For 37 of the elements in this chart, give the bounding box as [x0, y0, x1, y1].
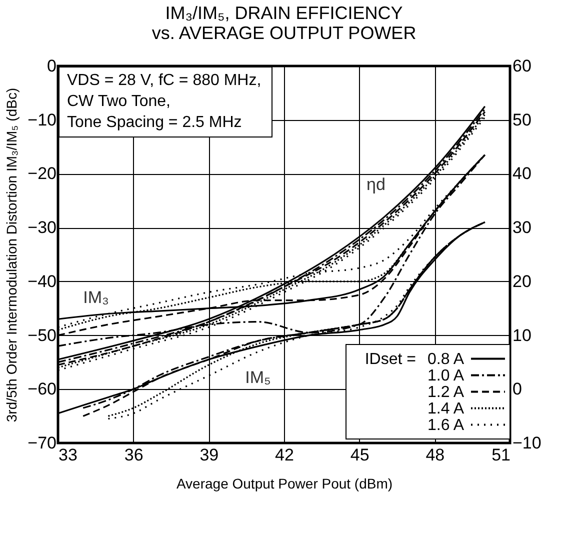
x-tick-label: 48 [426, 446, 445, 464]
text: IM₃/IM₅, DRAIN EFFICIENCY [165, 3, 403, 23]
y-axis-title: 3rd/5th Order Intermodulation Distortion IM₃/IM₅ (dBc) [4, 88, 20, 422]
y2-tick-label: 40 [512, 164, 532, 184]
legend-label: 1.2 A [428, 384, 464, 401]
legend-label: 1.4 A [428, 400, 464, 418]
x-axis-title: Average Output Power Pout (dBm) [176, 476, 393, 492]
x-tick-label: 51 [492, 446, 510, 464]
legend-label: 0.8 A [428, 350, 464, 368]
y-tick-label: 0 [47, 56, 56, 76]
y2-tick-label: 0 [512, 380, 522, 399]
annotation: VDS = 28 V, fC = 880 MHz, CW Two Tone, Tone Spacing = 2.5 MHz [67, 72, 262, 131]
text: vs. AVERAGE OUTPUT POWER [152, 23, 416, 43]
x-tick-label: 45 [350, 446, 370, 464]
y-tick-label: −30 [28, 218, 56, 238]
y2-tick-label: 20 [512, 272, 532, 291]
x-tick-label: 42 [275, 446, 294, 464]
y-tick-label: −10 [28, 110, 56, 130]
y2-tick-label: 50 [512, 110, 532, 130]
y2-tick-label: 30 [512, 218, 532, 238]
x-tick-label: 39 [200, 446, 219, 464]
y-tick-label: −40 [28, 272, 56, 291]
y-tick-label: −70 [28, 434, 56, 452]
y2-tick-label: −10 [512, 434, 542, 452]
y-tick-label: −50 [28, 326, 56, 345]
annotation: IM₃ [83, 288, 109, 307]
annotation: IM₅ [245, 368, 271, 387]
y2-tick-label: 60 [512, 56, 532, 76]
x-tick-label: 33 [58, 446, 78, 464]
y-tick-label: −60 [28, 380, 56, 399]
x-tick-label: 36 [124, 446, 144, 464]
annotation: ηd [366, 175, 386, 194]
legend-label: 1.0 A [428, 367, 464, 384]
legend-label: 1.6 A [428, 416, 464, 434]
y-tick-label: −20 [28, 164, 56, 184]
legend-title: IDset = [364, 350, 416, 368]
y2-tick-label: 10 [512, 326, 532, 345]
